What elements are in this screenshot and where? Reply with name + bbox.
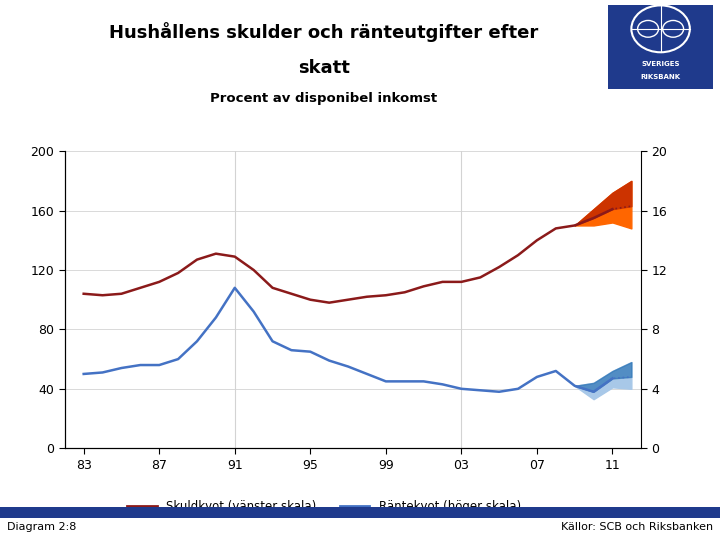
Text: Diagram 2:8: Diagram 2:8 [7, 522, 76, 532]
Text: RIKSBANK: RIKSBANK [641, 75, 680, 80]
Text: Procent av disponibel inkomst: Procent av disponibel inkomst [210, 92, 438, 105]
Text: SVERIGES: SVERIGES [642, 61, 680, 67]
Legend: Skuldkvot (vänster skala), Räntekvot (höger skala): Skuldkvot (vänster skala), Räntekvot (hö… [122, 496, 526, 518]
Text: skatt: skatt [298, 59, 350, 77]
Text: Källor: SCB och Riksbanken: Källor: SCB och Riksbanken [561, 522, 713, 532]
Text: Hushållens skulder och ränteutgifter efter: Hushållens skulder och ränteutgifter eft… [109, 22, 539, 42]
